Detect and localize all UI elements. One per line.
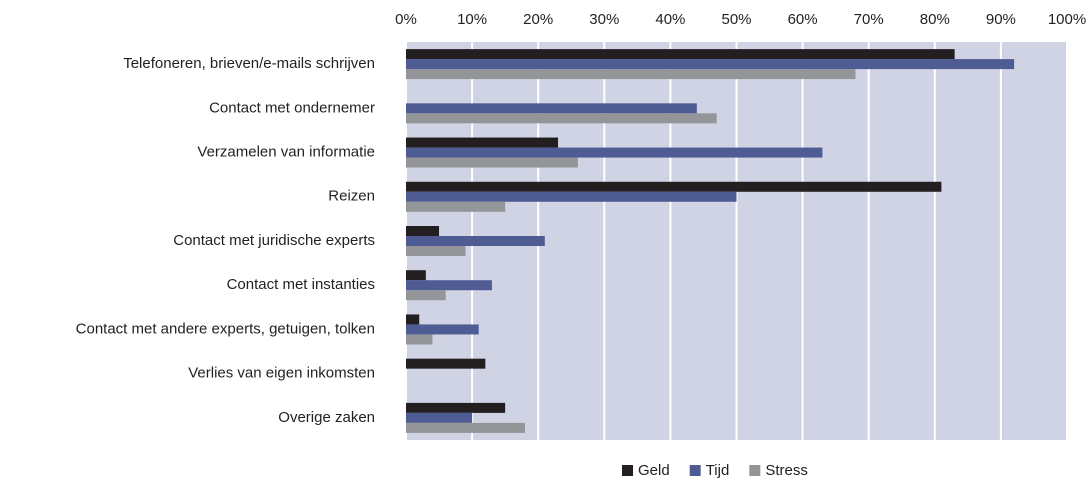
- bar: [406, 334, 433, 345]
- bar: [406, 280, 492, 291]
- x-tick-label: 10%: [457, 11, 487, 28]
- x-tick-label: 100%: [1048, 11, 1086, 28]
- bar: [406, 137, 559, 148]
- x-tick-label: 20%: [523, 11, 553, 28]
- y-tick-label: Telefoneren, brieven/e-mails schrijven: [123, 55, 375, 72]
- y-tick-label: Reizen: [328, 188, 375, 205]
- bar: [406, 103, 697, 114]
- legend-label: Tijd: [706, 462, 730, 479]
- bar: [406, 147, 823, 158]
- y-tick-label: Contact met ondernemer: [209, 99, 375, 116]
- y-tick-label: Contact met andere experts, getuigen, to…: [76, 320, 375, 337]
- bar: [406, 113, 717, 124]
- x-tick-label: 70%: [854, 11, 884, 28]
- bar: [406, 49, 955, 60]
- y-tick-label: Verlies van eigen inkomsten: [188, 365, 375, 382]
- legend-label: Stress: [765, 462, 808, 479]
- y-tick-label: Contact met juridische experts: [173, 232, 375, 249]
- x-tick-label: 30%: [589, 11, 619, 28]
- bar: [406, 324, 479, 335]
- legend-swatch: [689, 465, 701, 476]
- x-tick-label: 50%: [721, 11, 751, 28]
- legend-swatch: [622, 465, 633, 476]
- bar: [406, 412, 473, 423]
- x-tick-label: 0%: [395, 11, 417, 28]
- bar: [406, 246, 466, 256]
- bar: [406, 59, 1015, 70]
- legend-label: Geld: [638, 462, 670, 479]
- x-tick-label: 80%: [920, 11, 950, 28]
- bar: [406, 314, 420, 325]
- bar: [406, 358, 486, 369]
- bar: [406, 402, 506, 413]
- y-tick-label: Contact met instanties: [227, 276, 375, 293]
- bar: [406, 69, 856, 80]
- bar: [406, 290, 446, 301]
- bar: [406, 157, 578, 168]
- y-tick-label: Verzamelen van informatie: [197, 144, 375, 161]
- x-tick-label: 90%: [986, 11, 1016, 28]
- x-tick-label: 40%: [655, 11, 685, 28]
- bar: [406, 422, 525, 433]
- y-tick-label: Overige zaken: [278, 409, 375, 426]
- bar: [406, 181, 942, 192]
- bar: [406, 191, 737, 202]
- legend-swatch: [749, 465, 761, 476]
- bar: [406, 270, 426, 281]
- bar: [406, 236, 545, 246]
- bar: [406, 201, 506, 212]
- bar: [406, 226, 440, 236]
- x-tick-label: 60%: [788, 11, 818, 28]
